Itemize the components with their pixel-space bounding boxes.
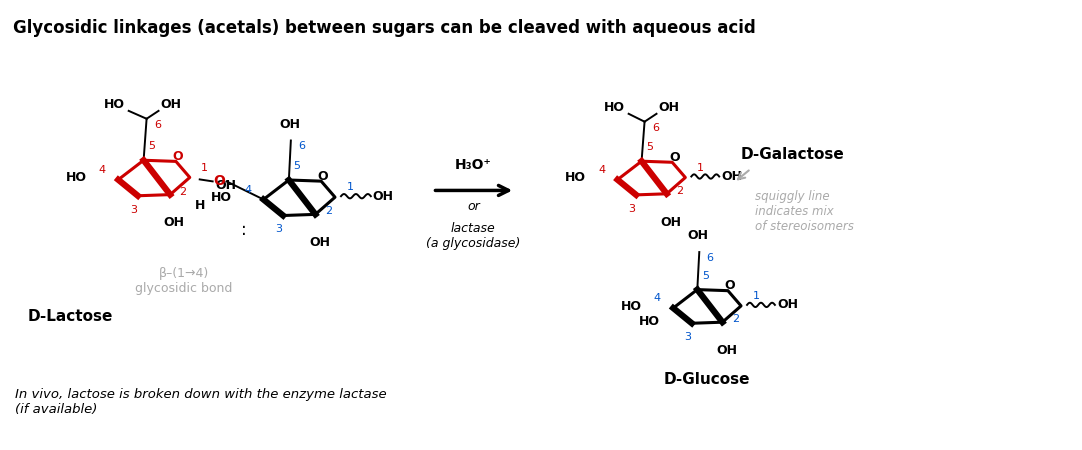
Text: O: O <box>213 175 225 189</box>
Text: OH: OH <box>163 216 185 230</box>
Text: 1: 1 <box>752 291 760 301</box>
Text: OH: OH <box>373 190 394 203</box>
Text: OH: OH <box>279 117 301 130</box>
Text: OH: OH <box>722 170 742 183</box>
Text: O: O <box>725 279 736 292</box>
Text: D-Lactose: D-Lactose <box>28 309 113 324</box>
Text: 2: 2 <box>325 207 332 216</box>
Text: D-Glucose: D-Glucose <box>664 372 751 387</box>
Text: OH: OH <box>716 344 737 357</box>
Text: 5: 5 <box>148 141 155 151</box>
Text: HO: HO <box>565 171 585 184</box>
Text: 5: 5 <box>702 271 709 281</box>
Text: OH: OH <box>688 229 709 242</box>
Text: H: H <box>195 198 204 211</box>
Text: or: or <box>467 200 479 213</box>
Text: OH: OH <box>308 236 330 249</box>
Text: 3: 3 <box>629 204 635 214</box>
Text: 6: 6 <box>652 122 659 133</box>
Text: 3: 3 <box>276 225 282 234</box>
Text: squiggly line
indicates mix
of stereoisomers: squiggly line indicates mix of stereoiso… <box>755 190 854 234</box>
Text: 3: 3 <box>130 205 137 215</box>
Text: lactase
(a glycosidase): lactase (a glycosidase) <box>426 222 520 250</box>
Text: H₃O⁺: H₃O⁺ <box>454 158 491 172</box>
Text: OH: OH <box>160 99 182 112</box>
Text: :: : <box>240 221 247 239</box>
Text: 6: 6 <box>707 253 714 263</box>
Text: 4: 4 <box>654 293 661 303</box>
Text: O: O <box>669 151 679 164</box>
Text: 1: 1 <box>201 162 208 172</box>
Text: HO: HO <box>604 101 624 114</box>
Text: 4: 4 <box>98 165 106 175</box>
Text: HO: HO <box>65 171 87 184</box>
Text: β–(1→4)
glycosidic bond: β–(1→4) glycosidic bond <box>135 267 233 296</box>
Text: 5: 5 <box>646 142 654 153</box>
Text: O: O <box>173 150 183 163</box>
Text: 3: 3 <box>684 332 691 342</box>
Text: OH: OH <box>777 298 797 311</box>
Text: HO: HO <box>620 300 642 313</box>
Text: D-Galactose: D-Galactose <box>741 148 845 162</box>
Text: OH: OH <box>659 101 679 114</box>
Text: 4: 4 <box>598 165 605 175</box>
Text: 5: 5 <box>293 161 301 171</box>
Text: 1: 1 <box>697 162 703 173</box>
Text: Glycosidic linkages (acetals) between sugars can be cleaved with aqueous acid: Glycosidic linkages (acetals) between su… <box>13 18 755 36</box>
Text: 6: 6 <box>299 141 305 151</box>
Text: HO: HO <box>104 99 124 112</box>
Text: 4: 4 <box>245 184 251 194</box>
Text: O: O <box>318 170 329 183</box>
Text: 2: 2 <box>731 314 739 324</box>
Text: In vivo, lactose is broken down with the enzyme lactase
(if available): In vivo, lactose is broken down with the… <box>15 388 386 416</box>
Text: HO: HO <box>211 191 232 204</box>
Text: 1: 1 <box>346 182 354 192</box>
Text: 2: 2 <box>180 187 187 197</box>
Text: 2: 2 <box>676 186 683 196</box>
Text: OH: OH <box>215 179 237 192</box>
Text: OH: OH <box>660 216 682 229</box>
Text: HO: HO <box>639 315 660 328</box>
Text: 6: 6 <box>154 120 161 130</box>
